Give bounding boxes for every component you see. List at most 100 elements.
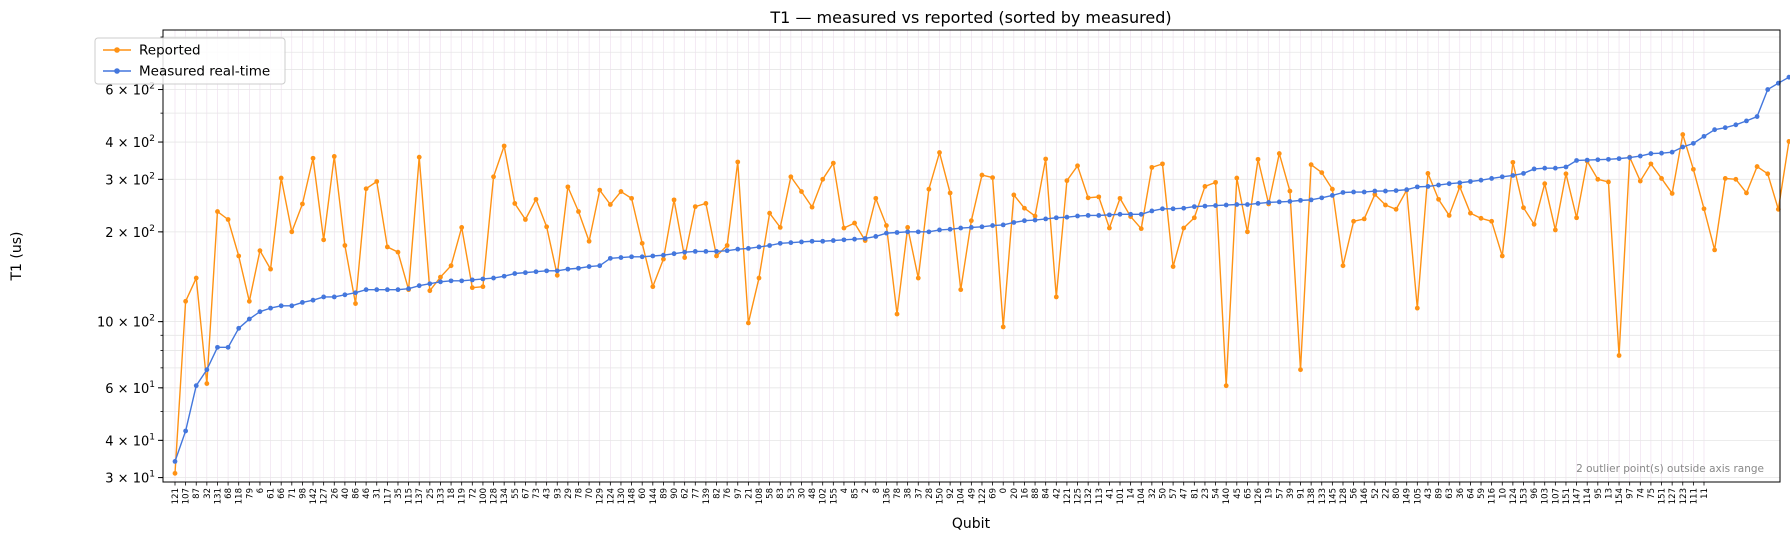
data-point — [714, 248, 719, 254]
data-point — [756, 244, 762, 250]
x-tick-label: 133 — [1318, 488, 1328, 504]
data-point — [1404, 187, 1410, 193]
data-point — [193, 275, 199, 281]
data-point — [661, 256, 666, 262]
data-point — [1245, 229, 1250, 235]
data-point — [937, 227, 942, 233]
x-tick-label: 128 — [490, 488, 500, 504]
data-point — [1106, 212, 1112, 218]
data-point — [1436, 182, 1441, 188]
data-point — [724, 243, 730, 248]
data-point — [172, 470, 178, 476]
data-point — [459, 224, 465, 230]
data-point — [1160, 161, 1165, 167]
data-point — [1712, 127, 1718, 133]
data-point — [1552, 165, 1558, 171]
data-point — [1287, 199, 1293, 204]
x-tick-label: 122 — [978, 488, 988, 504]
data-point — [767, 243, 773, 248]
y-tick-label: 4 × 102 — [105, 134, 155, 151]
data-point — [523, 217, 528, 222]
x-tick-label: 124 — [606, 488, 616, 504]
data-point — [1722, 125, 1728, 131]
data-point — [459, 278, 465, 284]
data-point — [374, 287, 380, 293]
x-tick-label: 98 — [298, 488, 308, 499]
data-point — [661, 252, 666, 258]
x-tick-label: 25 — [426, 488, 436, 499]
x-tick-label: 130 — [617, 488, 627, 504]
data-point — [1213, 179, 1218, 185]
x-tick-label: 50 — [1158, 488, 1168, 499]
data-point — [1202, 184, 1208, 189]
data-point — [1701, 206, 1707, 212]
x-tick-label: 46 — [362, 488, 372, 499]
data-point — [1329, 192, 1335, 198]
data-point — [1765, 87, 1771, 92]
data-point — [979, 172, 985, 178]
data-point — [172, 458, 178, 464]
data-point — [565, 266, 571, 272]
x-tick-label: 54 — [1212, 488, 1222, 499]
data-point — [1032, 213, 1038, 219]
data-point — [1085, 213, 1091, 218]
data-point — [406, 286, 411, 292]
x-tick-label: 4 — [840, 488, 850, 493]
x-tick-label: 97 — [1626, 488, 1636, 499]
data-point — [788, 174, 794, 180]
series-layer — [172, 74, 1790, 476]
data-point — [629, 195, 634, 201]
data-point — [1542, 181, 1548, 187]
x-tick-label: 32 — [1148, 488, 1158, 499]
data-point — [544, 224, 550, 230]
data-point — [905, 229, 911, 235]
data-point — [1383, 202, 1388, 208]
data-point — [703, 248, 709, 254]
data-point — [1011, 192, 1017, 198]
x-tick-label: 64 — [1466, 488, 1476, 499]
data-point — [1255, 156, 1261, 162]
data-point — [1574, 158, 1579, 163]
data-point — [1521, 205, 1526, 211]
data-point — [1425, 184, 1431, 189]
data-point — [246, 316, 252, 322]
data-point — [438, 279, 443, 285]
x-tick-label: 138 — [1307, 488, 1317, 504]
data-point — [1191, 204, 1197, 210]
data-point — [1266, 200, 1272, 205]
x-tick-label: 146 — [1360, 488, 1370, 504]
data-point — [1181, 205, 1187, 211]
x-tick-label: 124 — [1509, 488, 1519, 504]
data-point — [618, 255, 624, 260]
x-tick-label: 126 — [1254, 488, 1264, 504]
data-point — [512, 271, 518, 276]
data-point — [639, 254, 645, 260]
data-point — [427, 288, 433, 294]
data-point — [1096, 194, 1102, 200]
data-point — [1276, 199, 1282, 205]
data-point — [183, 428, 189, 434]
data-point — [1659, 150, 1664, 156]
x-tick-label: 47 — [1180, 488, 1190, 499]
data-point — [1574, 215, 1579, 221]
data-point — [1457, 180, 1463, 186]
x-tick-label: 10 — [1498, 488, 1508, 499]
x-tick-label: 133 — [436, 488, 446, 504]
data-point — [1064, 178, 1070, 184]
data-point — [1531, 166, 1537, 172]
x-tick-label: 38 — [904, 488, 914, 499]
series-line-0 — [174, 133, 1790, 474]
data-point — [799, 239, 804, 245]
data-point — [1117, 195, 1123, 201]
data-point — [1606, 156, 1611, 162]
x-tick-label: 85 — [851, 488, 861, 499]
data-point — [342, 243, 348, 248]
x-tick-label: 36 — [1456, 488, 1466, 499]
x-tick-label: 55 — [511, 488, 521, 499]
x-tick-label: 93 — [553, 488, 563, 499]
x-tick-label: 87 — [192, 488, 202, 499]
data-point — [363, 186, 369, 192]
data-point — [1138, 211, 1144, 217]
x-tick-label: 78 — [893, 488, 903, 499]
x-tick-label: 136 — [882, 488, 892, 504]
